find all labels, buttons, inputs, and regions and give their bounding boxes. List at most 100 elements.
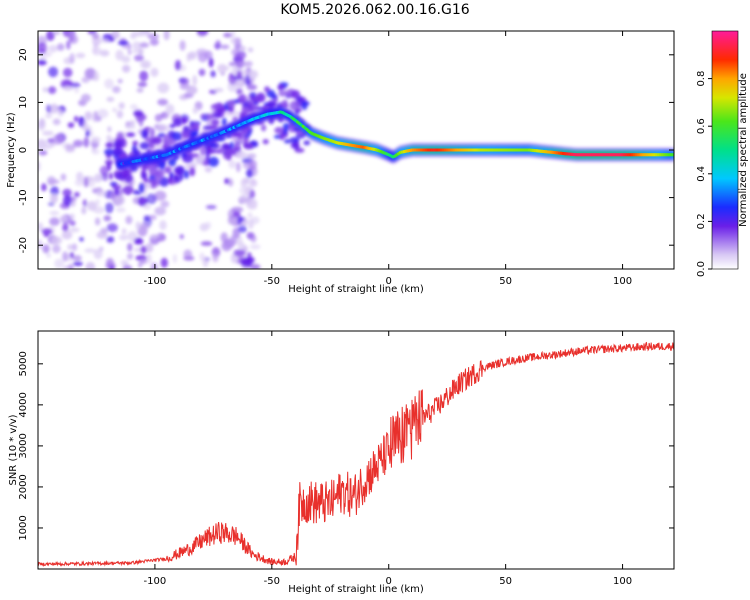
noise-blob [154,190,167,201]
noise-blob [56,43,65,51]
noise-blob [145,242,154,253]
noise-blob [72,261,83,266]
energy-blob [105,142,113,148]
noise-blob [66,40,71,50]
noise-blob [240,45,246,51]
energy-blob [295,95,304,103]
energy-blob [124,187,132,195]
noise-blob [236,88,243,95]
noise-blob [139,259,147,265]
noise-blob [184,163,197,170]
noise-blob [69,220,76,227]
noise-blob [204,50,213,60]
noise-blob [179,234,184,240]
noise-blob [96,190,107,197]
noise-blob [224,178,229,185]
noise-blob [105,202,114,214]
noise-blob [160,200,170,208]
noise-blob [63,195,72,206]
noise-blob [163,113,170,119]
colorbar-tick-label: 0.6 [696,118,707,134]
noise-blob [117,40,129,46]
noise-blob [154,206,166,216]
noise-blob [239,186,251,195]
noise-blob [67,122,75,128]
noise-blob [221,241,232,252]
noise-blob [94,173,103,183]
noise-blob [237,216,243,225]
noise-blob [125,215,133,225]
noise-blob [68,263,74,269]
noise-blob [92,33,100,39]
noise-blob [250,234,257,243]
energy-blob [111,185,122,190]
energy-blob [183,170,190,179]
snr-y-tick-label: 4000 [18,392,29,417]
noise-blob [112,107,117,113]
noise-blob [83,136,90,148]
noise-blob [84,111,93,121]
noise-blob [165,104,175,115]
noise-blob [52,118,61,126]
noise-blob [115,49,124,61]
energy-blob [164,166,172,174]
snr-y-tick-label: 5000 [18,351,29,376]
noise-blob [233,249,246,257]
noise-blob [139,70,149,82]
noise-blob [141,61,151,69]
noise-blob [82,199,88,207]
noise-blob [159,220,167,231]
noise-blob [38,59,47,66]
noise-blob [42,87,49,93]
noise-blob [163,31,170,41]
noise-blob [94,217,101,226]
noise-blob [44,144,52,150]
noise-blob [42,244,50,254]
noise-blob [38,48,47,54]
noise-blob [127,242,133,252]
noise-blob [132,49,138,54]
noise-blob [49,211,60,216]
noise-blob [247,212,253,219]
colorbar-label: Normalized spectral amplitude [738,73,749,227]
noise-blob [157,98,169,106]
noise-blob [172,253,177,264]
spectrogram-marks [38,31,674,269]
noise-blob [246,153,257,158]
energy-blob [168,176,174,184]
noise-blob [74,256,82,261]
noise-blob [69,213,75,220]
noise-blob [143,204,151,210]
spectrogram-y-label: Frequency (Hz) [6,112,17,188]
noise-blob [139,42,150,48]
noise-blob [121,228,127,235]
spectrogram-y-tick-label: -20 [18,237,29,253]
noise-blob [127,43,132,51]
noise-blob [92,46,102,56]
snr-panel: -100 -50 0 50 100 1000 2000 3000 4000 5000 Heigh… [8,330,675,595]
noise-blob [42,130,54,136]
noise-blob [106,236,115,243]
noise-blob [50,193,58,204]
noise-blob [106,134,112,142]
noise-blob [113,194,125,206]
spectrogram-y-tick-label: 10 [18,96,29,109]
noise-blob [160,257,168,268]
noise-blob [202,256,209,268]
energy-blob [115,137,126,142]
noise-blob [249,179,258,187]
snr-y-tick-label: 1000 [18,515,29,540]
noise-blob [69,252,74,259]
noise-blob [38,222,44,231]
spectrogram-x-tick-label: 0 [386,276,392,287]
energy-blob [274,126,285,134]
noise-blob [221,65,230,71]
snr-y-label: SNR (10 * v/v) [8,414,19,485]
noise-blob [74,87,80,94]
noise-blob [69,227,80,233]
noise-blob [147,33,160,40]
noise-blob [95,198,100,206]
noise-blob [246,252,252,257]
noise-blob [150,67,159,77]
